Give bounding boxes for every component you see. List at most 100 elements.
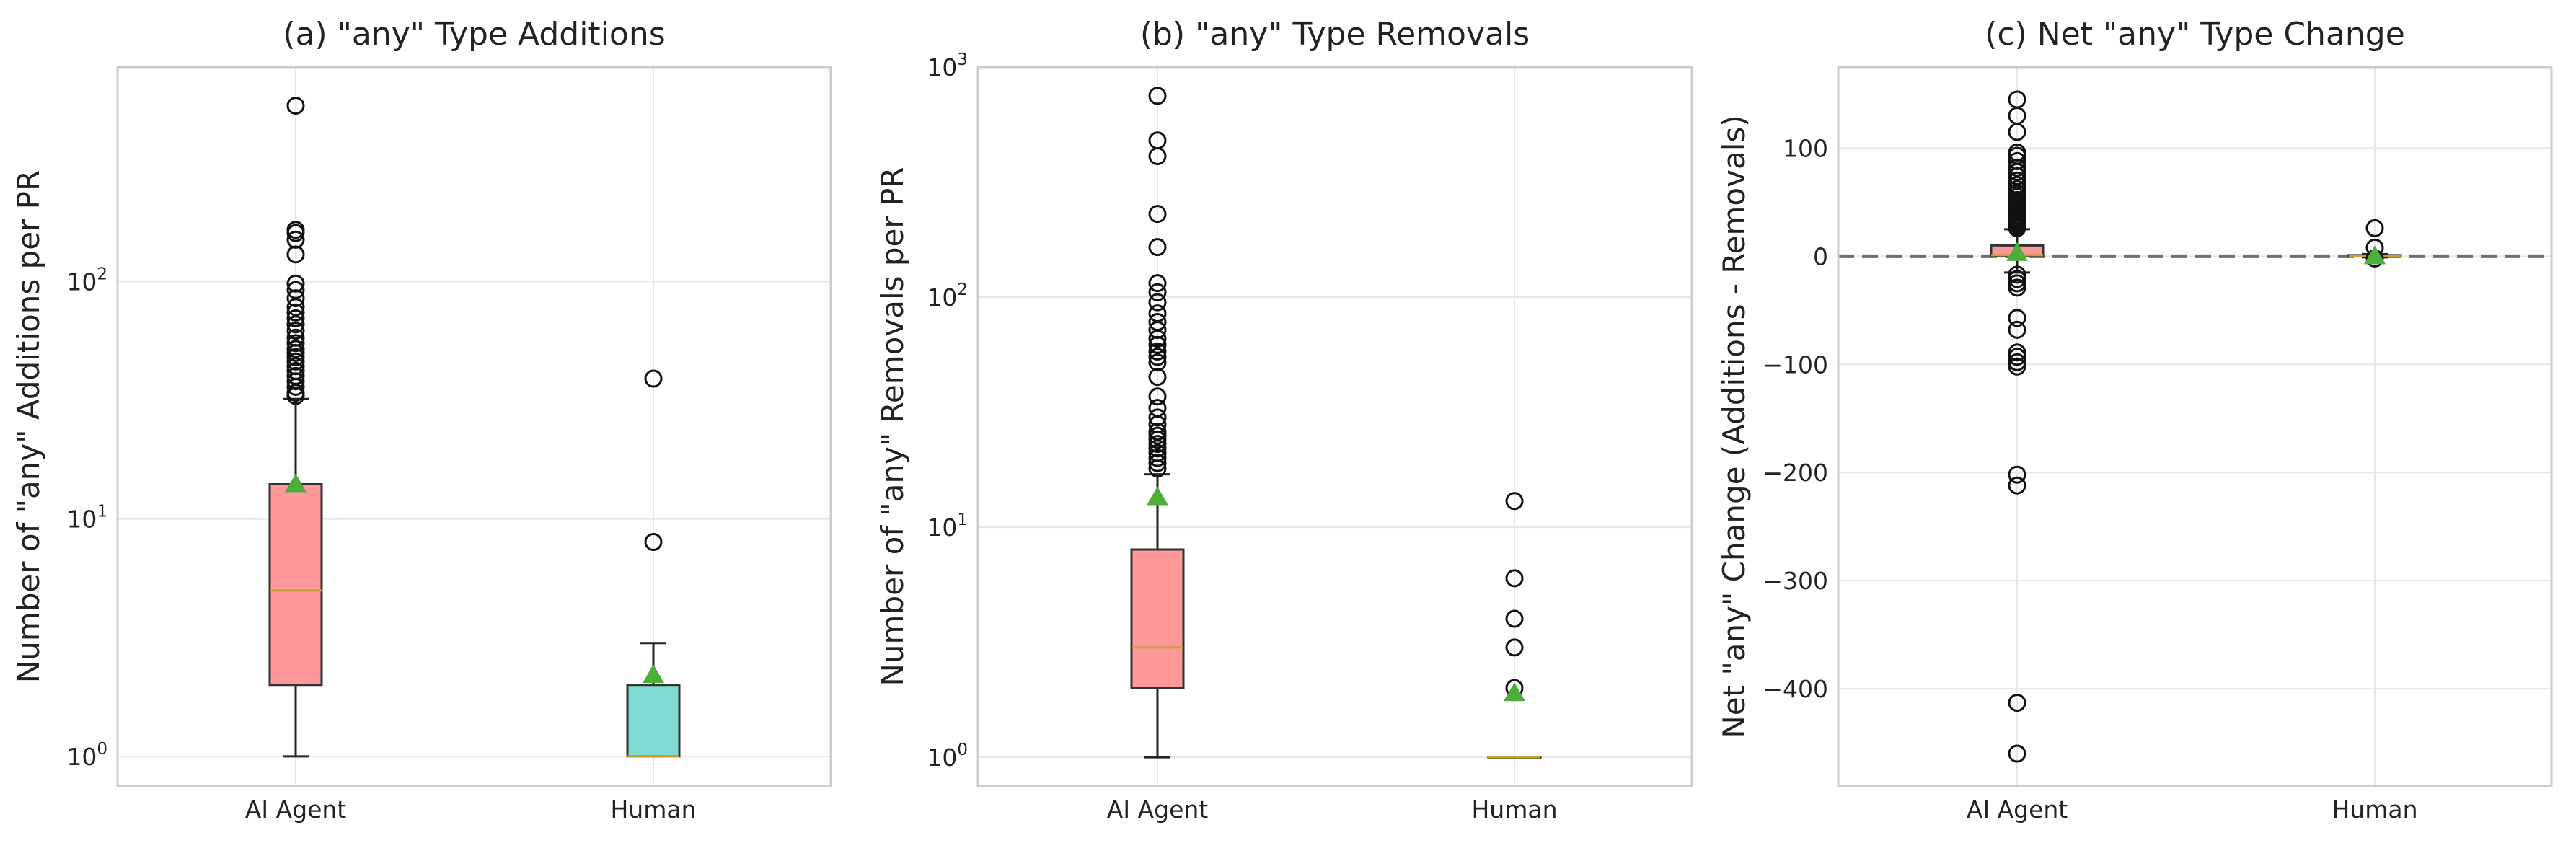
outlier-point (1148, 343, 1167, 361)
panel-1: 100 101 102 AI Agent Human (a) "any" Type Add… (11, 16, 832, 824)
outlier-point (2008, 357, 2026, 376)
outlier-point (2008, 143, 2026, 162)
outlier-point (1148, 238, 1167, 257)
outlier-point (286, 315, 305, 334)
panel-title: (b) "any" Type Removals (1140, 16, 1530, 53)
y-tick-label: 102 (927, 281, 968, 312)
y-tick-label: 100 (1783, 134, 1828, 162)
outlier-point (1148, 387, 1167, 406)
x-tick-label: AI Agent (245, 795, 347, 824)
y-tick-label: 103 (927, 50, 968, 81)
box-ai-agent (1130, 87, 1185, 759)
outlier-point (2008, 744, 2026, 763)
outlier-point (1148, 304, 1167, 323)
y-tick-label: 100 (927, 741, 968, 772)
outlier-point (1505, 492, 1524, 511)
outlier-point (286, 245, 305, 264)
y-tick-label: 101 (927, 511, 968, 542)
outlier-point (1148, 443, 1167, 462)
outlier-point (2008, 343, 2026, 362)
outlier-point (2008, 171, 2026, 190)
y-tick-label: −100 (1763, 350, 1828, 379)
outlier-point (2008, 265, 2026, 284)
mean-marker (2006, 242, 2028, 261)
outlier-point (1148, 348, 1167, 366)
outlier-point (286, 281, 305, 299)
outlier-point (1148, 449, 1167, 467)
x-tick-label: AI Agent (1107, 795, 1209, 824)
outlier-point (1505, 569, 1524, 588)
outlier-point (286, 97, 305, 115)
outlier-point (2008, 180, 2026, 198)
x-tick-label: Human (2332, 795, 2417, 824)
y-tick-label: 0 (1813, 242, 1828, 270)
plot-frame (976, 66, 1693, 787)
box-human (2347, 219, 2402, 268)
outlier-point (2008, 151, 2026, 170)
mean-marker (1504, 682, 1525, 702)
y-tick-label: −200 (1763, 459, 1828, 487)
outlier-point (286, 274, 305, 293)
outlier-point (1148, 131, 1167, 150)
outlier-point (286, 298, 305, 317)
outlier-point (286, 357, 305, 376)
panel-2: 100 101 102 103 AI Agent Human (b) "any" Type … (875, 16, 1693, 824)
mean-marker (643, 664, 664, 684)
outlier-point (1505, 609, 1524, 628)
outlier-point (286, 230, 305, 249)
outlier-point (286, 322, 305, 340)
outlier-point (286, 352, 305, 371)
outlier-point (2008, 353, 2026, 371)
mean-marker (285, 473, 306, 493)
y-tick-label: 101 (66, 503, 107, 534)
outlier-point (2008, 476, 2026, 495)
y-axis-label: Number of "any" Removals per PR (875, 167, 910, 687)
y-axis-label: Number of "any" Additions per PR (11, 170, 46, 683)
outlier-point (2008, 348, 2026, 366)
outlier-point (1148, 205, 1167, 224)
outlier-point (286, 328, 305, 347)
mean-marker (2364, 245, 2386, 265)
outlier-point (2008, 274, 2026, 293)
outlier-point (2008, 320, 2026, 339)
panel-title: (a) "any" Type Additions (283, 16, 665, 53)
plot-frame (1837, 66, 2553, 787)
outlier-point (1148, 274, 1167, 293)
box-human (626, 369, 681, 758)
x-tick-label: AI Agent (1967, 795, 2068, 824)
y-tick-label: 102 (66, 265, 107, 296)
outlier-point (2008, 694, 2026, 712)
plot-frame (116, 66, 832, 787)
outlier-point (1148, 408, 1167, 427)
panel-title: (c) Net "any" Type Change (1985, 16, 2405, 53)
outlier-point (644, 533, 663, 552)
outlier-point (286, 303, 305, 322)
box-ai-agent (1990, 90, 2045, 763)
outlier-point (2008, 278, 2026, 297)
outlier-point (1148, 399, 1167, 418)
box-human (1487, 492, 1542, 759)
panel-3: −400 −300 −200 −100 0 100 AI Agent Human (c) Net… (1716, 16, 2553, 824)
outlier-point (1148, 353, 1167, 372)
outlier-point (644, 369, 663, 388)
outlier-point (1148, 293, 1167, 312)
outlier-point (1148, 368, 1167, 387)
y-tick-label: −300 (1763, 567, 1828, 595)
y-tick-label: −400 (1763, 675, 1828, 703)
y-tick-label: 100 (66, 740, 107, 771)
outlier-point (1148, 87, 1167, 105)
outlier-point (286, 340, 305, 358)
iqr-box (1130, 548, 1185, 689)
outlier-point (1148, 423, 1167, 441)
outlier-point (2365, 219, 2384, 237)
outlier-point (1148, 312, 1167, 331)
outlier-point (286, 361, 305, 380)
x-tick-label: Human (1471, 795, 1557, 824)
outlier-point (286, 289, 305, 308)
outlier-point (2008, 309, 2026, 327)
mean-marker (1147, 486, 1168, 506)
iqr-box (268, 482, 323, 687)
outlier-point (2008, 90, 2026, 109)
outlier-point (2008, 184, 2026, 203)
